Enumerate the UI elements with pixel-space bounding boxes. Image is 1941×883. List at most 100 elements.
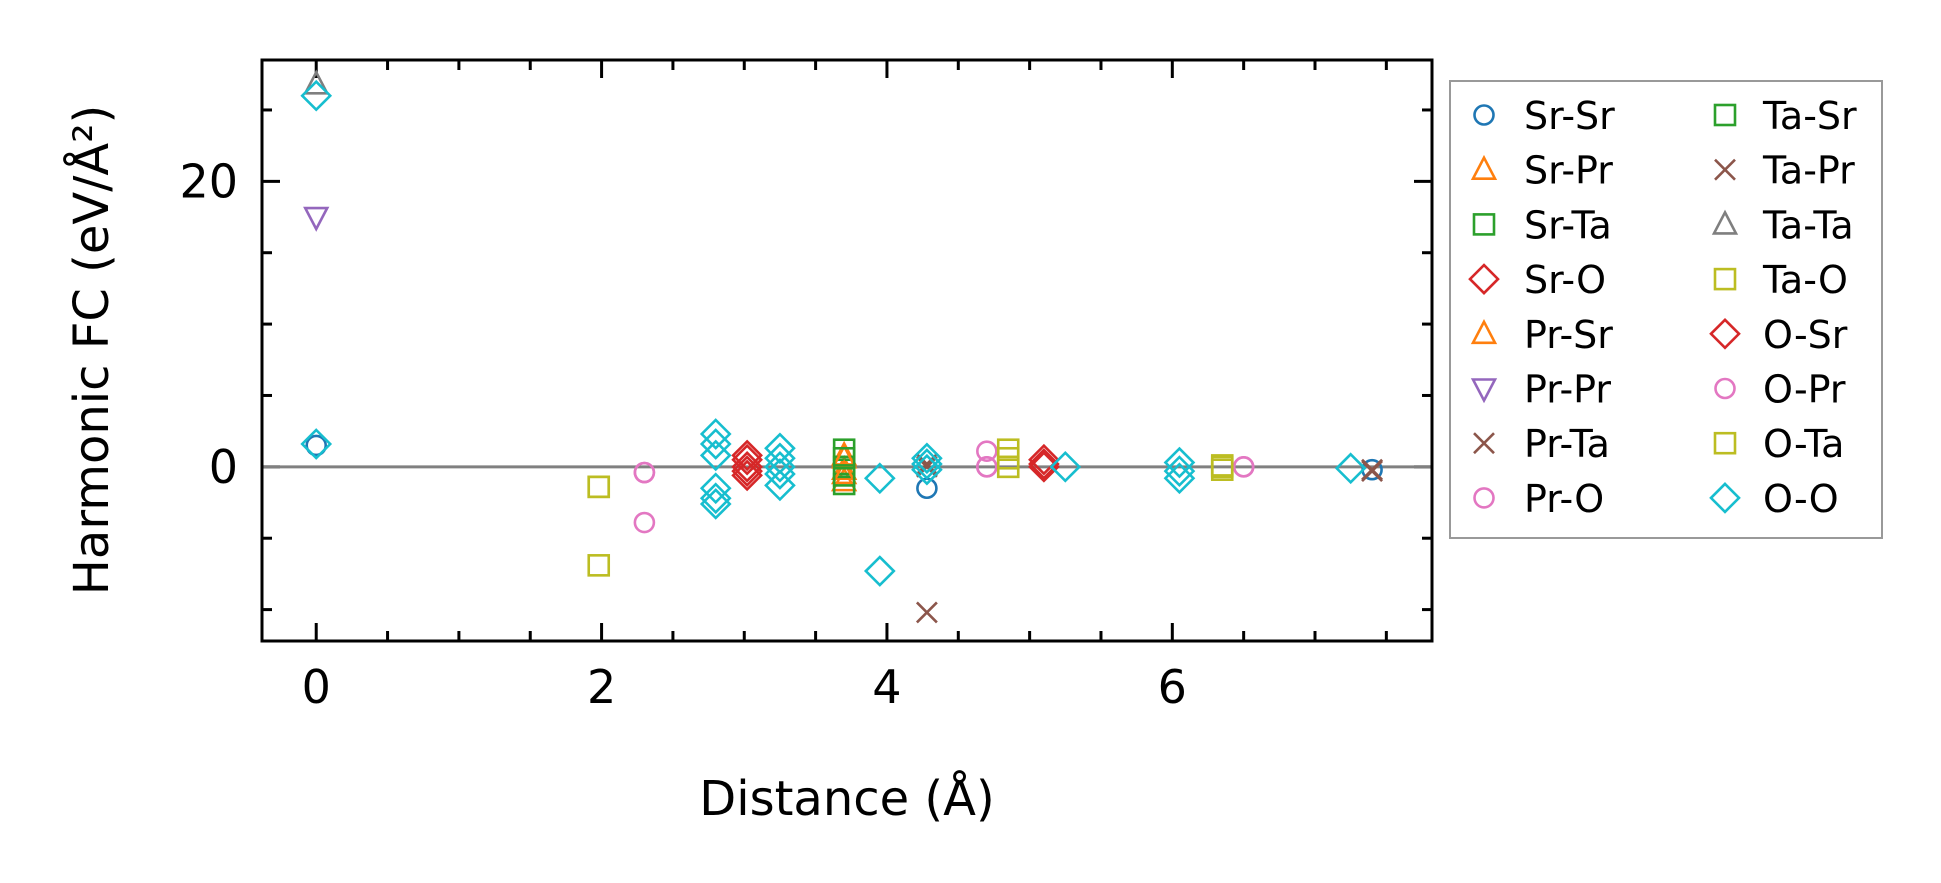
legend-label: Sr-Sr bbox=[1524, 94, 1615, 138]
data-point bbox=[305, 434, 328, 457]
series-ta-sr bbox=[832, 446, 856, 487]
series-ta-o bbox=[587, 438, 1234, 577]
data-point bbox=[915, 455, 938, 478]
data-point bbox=[300, 79, 333, 112]
legend-item: Pr-Sr bbox=[1470, 313, 1613, 357]
y-tick-label: 20 bbox=[179, 154, 238, 208]
y-axis-label: Harmonic FC (eV/Å²) bbox=[63, 105, 120, 595]
legend-marker-triangle-down-icon bbox=[1470, 378, 1498, 404]
data-point bbox=[699, 428, 732, 460]
data-point bbox=[996, 446, 1020, 470]
legend-marker-square-icon bbox=[1713, 103, 1737, 127]
data-point bbox=[1049, 451, 1082, 483]
legend-marker-square-icon bbox=[1713, 267, 1737, 291]
data-point bbox=[764, 469, 796, 502]
legend-item: O-Ta bbox=[1713, 422, 1844, 466]
legend-marker-x-icon bbox=[1473, 432, 1495, 455]
data-point bbox=[1361, 458, 1383, 481]
data-point bbox=[699, 482, 732, 515]
legend-item: Ta-Ta bbox=[1711, 203, 1854, 247]
data-point bbox=[1232, 456, 1255, 478]
data-point bbox=[1334, 452, 1367, 485]
data-point bbox=[731, 455, 763, 487]
data-point bbox=[916, 477, 938, 500]
legend-marker-circle-icon bbox=[1473, 487, 1495, 509]
legend-item: Sr-O bbox=[1468, 258, 1606, 302]
data-point bbox=[976, 440, 998, 462]
legend-label: Sr-Ta bbox=[1524, 203, 1612, 247]
legend-item: Sr-Ta bbox=[1472, 203, 1612, 247]
legend-label: O-Sr bbox=[1763, 313, 1848, 357]
plot-frame bbox=[260, 58, 1434, 643]
data-point bbox=[764, 458, 796, 490]
series-o-sr bbox=[731, 443, 1060, 487]
series-sr-o bbox=[731, 439, 1060, 492]
legend-item: Sr-Pr bbox=[1470, 149, 1613, 193]
legend: Sr-Sr Sr-Pr Sr-Ta Sr-O Pr-Sr Pr-Pr Pr-Ta Pr-O Ta… bbox=[1449, 80, 1883, 539]
series-o-o bbox=[300, 79, 1367, 587]
legend-marker-x-icon bbox=[1714, 158, 1736, 181]
data-point bbox=[633, 461, 656, 484]
data-point bbox=[915, 601, 938, 624]
legend-label: O-Ta bbox=[1763, 422, 1844, 466]
legend-marker-diamond-icon bbox=[1709, 317, 1741, 350]
data-point bbox=[911, 453, 943, 486]
data-point bbox=[1163, 446, 1196, 479]
data-point bbox=[587, 554, 611, 577]
legend-label: Ta-Sr bbox=[1762, 94, 1857, 138]
data-point bbox=[699, 439, 732, 472]
data-point bbox=[303, 69, 330, 95]
legend-label: Pr-O bbox=[1524, 477, 1604, 521]
y-tick-label: 0 bbox=[209, 440, 238, 494]
data-point bbox=[731, 459, 763, 492]
series-ta-pr bbox=[915, 455, 1383, 481]
x-tick-label: 6 bbox=[1158, 660, 1187, 714]
data-point bbox=[633, 511, 656, 534]
x-axis-label: Distance (Å) bbox=[699, 770, 994, 827]
data-point bbox=[731, 443, 763, 476]
legend-item: Pr-O bbox=[1473, 477, 1604, 521]
legend-label: Pr-Sr bbox=[1524, 313, 1613, 357]
data-point bbox=[976, 456, 998, 478]
data-point bbox=[587, 475, 611, 499]
legend-label: O-Pr bbox=[1763, 368, 1846, 412]
tick-labels: 0 2 4 6 0 20 bbox=[179, 154, 1187, 714]
legend-marker-triangle-up-icon bbox=[1470, 318, 1498, 345]
legend-item: Ta-Pr bbox=[1714, 149, 1855, 193]
legend-frame bbox=[1449, 80, 1883, 539]
data-point bbox=[832, 446, 856, 470]
legend-marker-diamond-icon bbox=[1709, 482, 1741, 514]
legend-label: O-O bbox=[1763, 477, 1839, 521]
legend-label: Sr-O bbox=[1524, 258, 1606, 302]
legend-item: Pr-Ta bbox=[1473, 422, 1610, 466]
legend-item: Ta-Sr bbox=[1713, 94, 1857, 138]
series-pr-ta bbox=[915, 453, 1383, 624]
legend-label: Pr-Pr bbox=[1524, 368, 1611, 412]
data-point bbox=[830, 459, 858, 485]
data-point bbox=[1028, 451, 1060, 483]
data-point bbox=[764, 451, 796, 483]
x-tick-label: 0 bbox=[302, 660, 331, 714]
data-point bbox=[699, 472, 732, 505]
data-point bbox=[832, 464, 856, 487]
data-point bbox=[911, 442, 943, 475]
legend-label: Ta-O bbox=[1762, 258, 1848, 302]
x-tick-label: 2 bbox=[587, 660, 616, 714]
legend-label: Sr-Pr bbox=[1524, 149, 1613, 193]
legend-item: O-Pr bbox=[1714, 368, 1846, 412]
data-point bbox=[731, 451, 763, 483]
data-points bbox=[300, 69, 1383, 624]
data-point bbox=[587, 475, 611, 499]
axis-ticks bbox=[262, 60, 1432, 641]
data-point bbox=[303, 206, 330, 232]
legend-item: Ta-O bbox=[1713, 258, 1848, 302]
legend-label: Ta-Ta bbox=[1762, 203, 1854, 247]
legend-item: O-Sr bbox=[1709, 313, 1848, 357]
data-point bbox=[1163, 455, 1196, 487]
legend-label: Pr-Ta bbox=[1524, 422, 1610, 466]
legend-marker-diamond-icon bbox=[1468, 263, 1500, 295]
legend-marker-circle-icon bbox=[1473, 104, 1495, 126]
series-pr-pr bbox=[303, 206, 330, 232]
data-point bbox=[764, 432, 796, 465]
